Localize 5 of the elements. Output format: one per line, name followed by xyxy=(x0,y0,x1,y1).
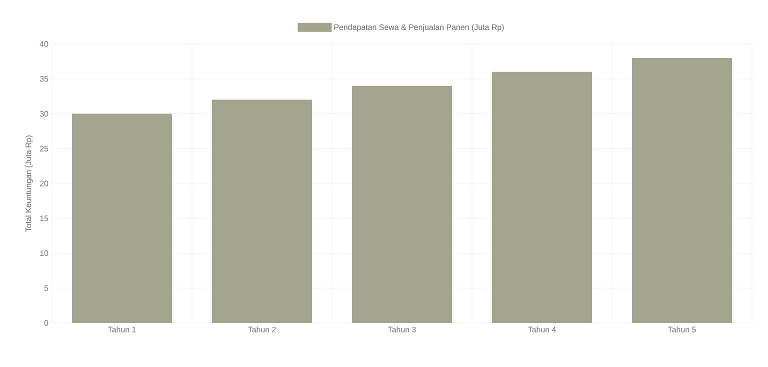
bar xyxy=(352,86,452,323)
bar xyxy=(492,72,592,323)
bar xyxy=(212,100,312,323)
bar xyxy=(72,114,172,323)
bar xyxy=(632,58,732,323)
